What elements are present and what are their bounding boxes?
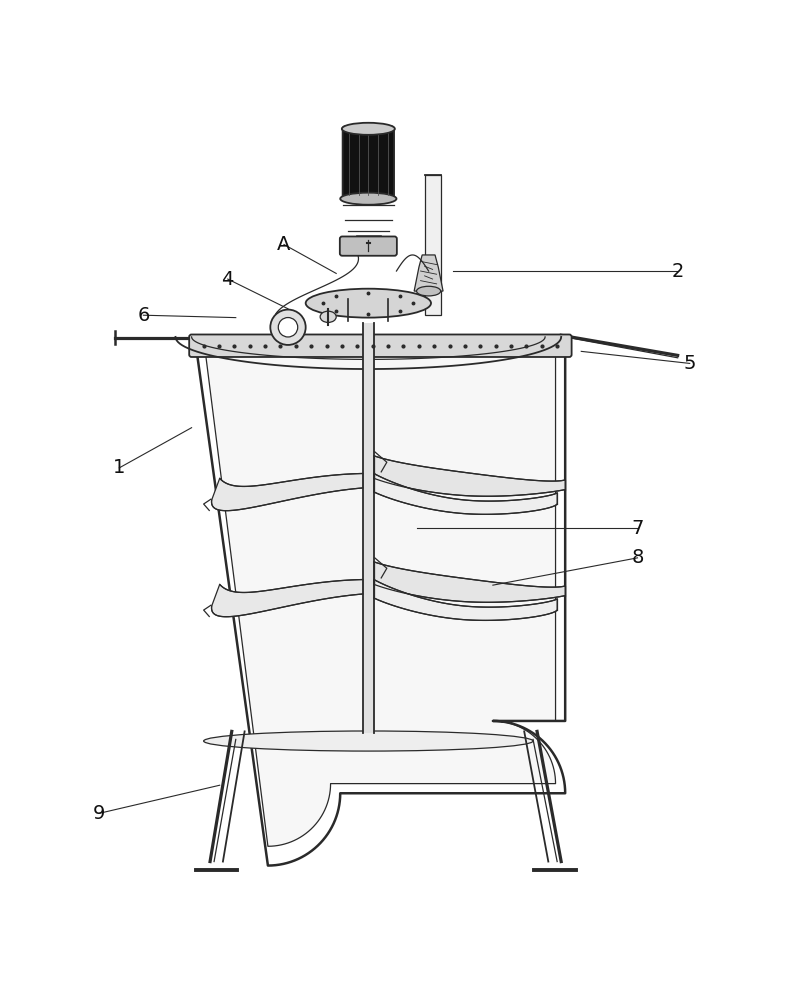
Ellipse shape: [341, 193, 396, 205]
Text: 4: 4: [222, 270, 234, 289]
Polygon shape: [414, 255, 443, 291]
Text: 5: 5: [684, 354, 696, 373]
Circle shape: [270, 310, 306, 345]
FancyBboxPatch shape: [343, 126, 394, 201]
Ellipse shape: [320, 311, 337, 322]
Polygon shape: [211, 580, 362, 617]
Ellipse shape: [306, 289, 431, 318]
Ellipse shape: [342, 123, 395, 135]
Text: 2: 2: [671, 262, 684, 281]
Polygon shape: [374, 562, 565, 602]
FancyBboxPatch shape: [362, 323, 374, 733]
Circle shape: [278, 318, 298, 337]
FancyBboxPatch shape: [348, 239, 389, 241]
FancyBboxPatch shape: [425, 175, 441, 315]
Polygon shape: [374, 456, 565, 496]
FancyBboxPatch shape: [340, 236, 397, 256]
Text: 9: 9: [93, 804, 105, 823]
Text: 1: 1: [113, 458, 125, 477]
Polygon shape: [374, 580, 557, 620]
Polygon shape: [205, 351, 556, 846]
Polygon shape: [374, 473, 557, 514]
Text: 8: 8: [631, 548, 644, 567]
FancyBboxPatch shape: [189, 334, 572, 357]
Text: 7: 7: [631, 519, 644, 538]
Text: A: A: [277, 235, 290, 254]
Text: 6: 6: [138, 306, 150, 325]
Ellipse shape: [204, 731, 533, 751]
Ellipse shape: [417, 286, 441, 296]
Polygon shape: [211, 473, 362, 511]
